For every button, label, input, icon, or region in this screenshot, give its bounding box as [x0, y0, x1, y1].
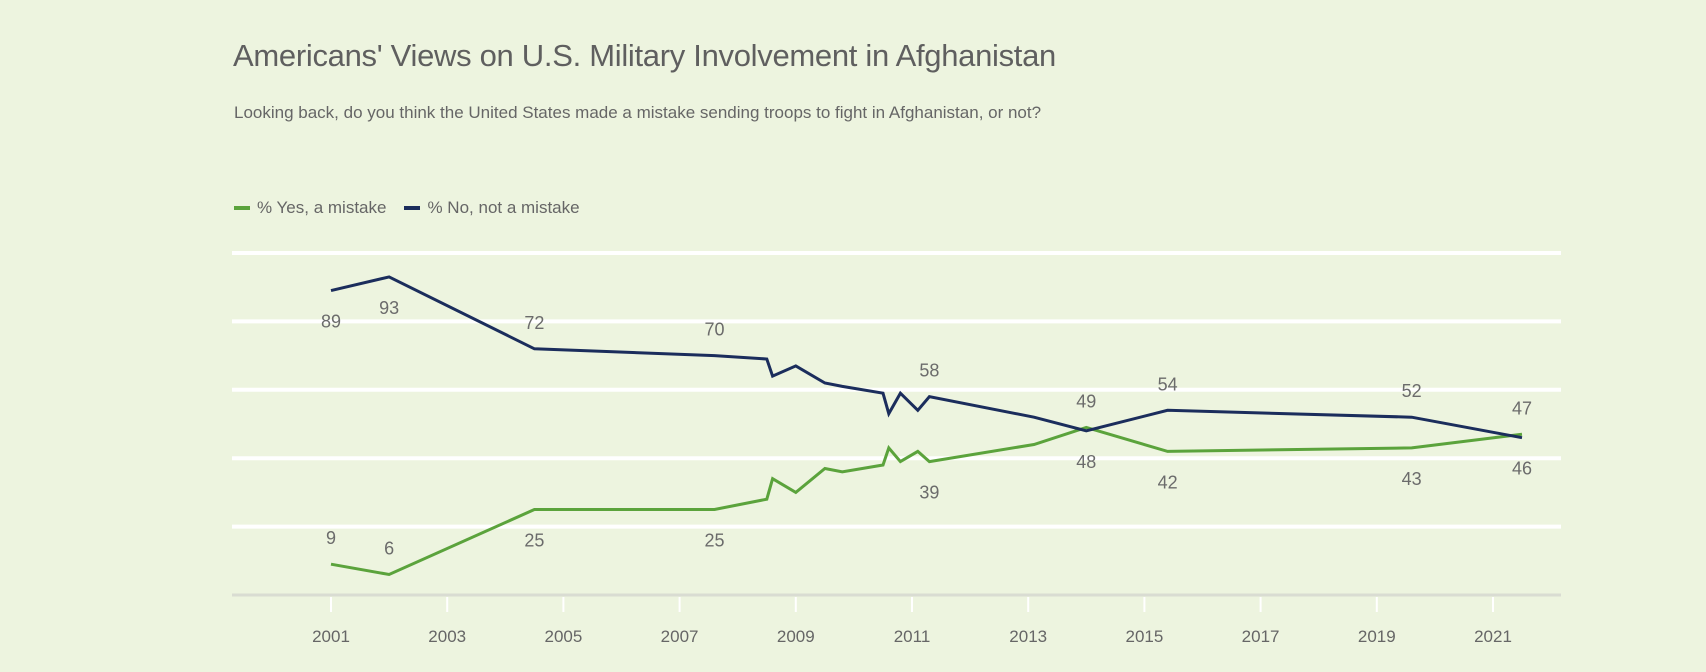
data-label-no: 48: [1076, 452, 1096, 472]
x-tick-label: 2007: [661, 627, 699, 646]
data-label-no: 54: [1158, 374, 1178, 394]
legend-item-no: % No, not a mistake: [404, 198, 580, 218]
x-tick-label: 2017: [1242, 627, 1280, 646]
legend-label-no: % No, not a mistake: [427, 198, 580, 217]
data-label-no: 52: [1402, 381, 1422, 401]
legend-swatch-yes: [234, 206, 250, 210]
data-label-no: 89: [321, 312, 341, 332]
data-label-yes: 25: [704, 531, 724, 551]
legend-label-yes: % Yes, a mistake: [257, 198, 387, 217]
x-tick-label: 2003: [428, 627, 466, 646]
data-label-yes: 25: [524, 531, 544, 551]
x-tick-label: 2001: [312, 627, 350, 646]
x-tick-label: 2013: [1009, 627, 1047, 646]
x-tick-label: 2021: [1474, 627, 1512, 646]
x-tick-label: 2005: [544, 627, 582, 646]
x-tick-label: 2015: [1125, 627, 1163, 646]
data-label-yes: 47: [1512, 398, 1532, 418]
series-line-yes: [330, 425, 1523, 577]
data-label-no: 93: [379, 298, 399, 318]
data-label-yes: 49: [1076, 391, 1096, 411]
chart-title: Americans' Views on U.S. Military Involv…: [233, 38, 1056, 73]
x-tick-label: 2009: [777, 627, 815, 646]
series-line-no: [330, 275, 1523, 440]
data-label-yes: 9: [326, 528, 336, 548]
chart-subtitle: Looking back, do you think the United St…: [234, 103, 1042, 122]
data-label-no: 70: [704, 320, 724, 340]
data-label-yes: 43: [1402, 469, 1422, 489]
legend-item-yes: % Yes, a mistake: [234, 198, 386, 218]
data-label-no: 72: [524, 313, 544, 333]
legend-swatch-no: [404, 206, 421, 210]
data-label-yes: 39: [919, 483, 939, 503]
legend: % Yes, a mistake % No, not a mistake: [234, 198, 580, 218]
x-tick-label: 2019: [1358, 627, 1396, 646]
data-label-yes: 42: [1158, 472, 1178, 492]
data-label-no: 46: [1512, 459, 1532, 479]
data-label-no: 58: [919, 361, 939, 381]
data-label-yes: 6: [384, 538, 394, 558]
x-tick-label: 2011: [894, 627, 931, 646]
